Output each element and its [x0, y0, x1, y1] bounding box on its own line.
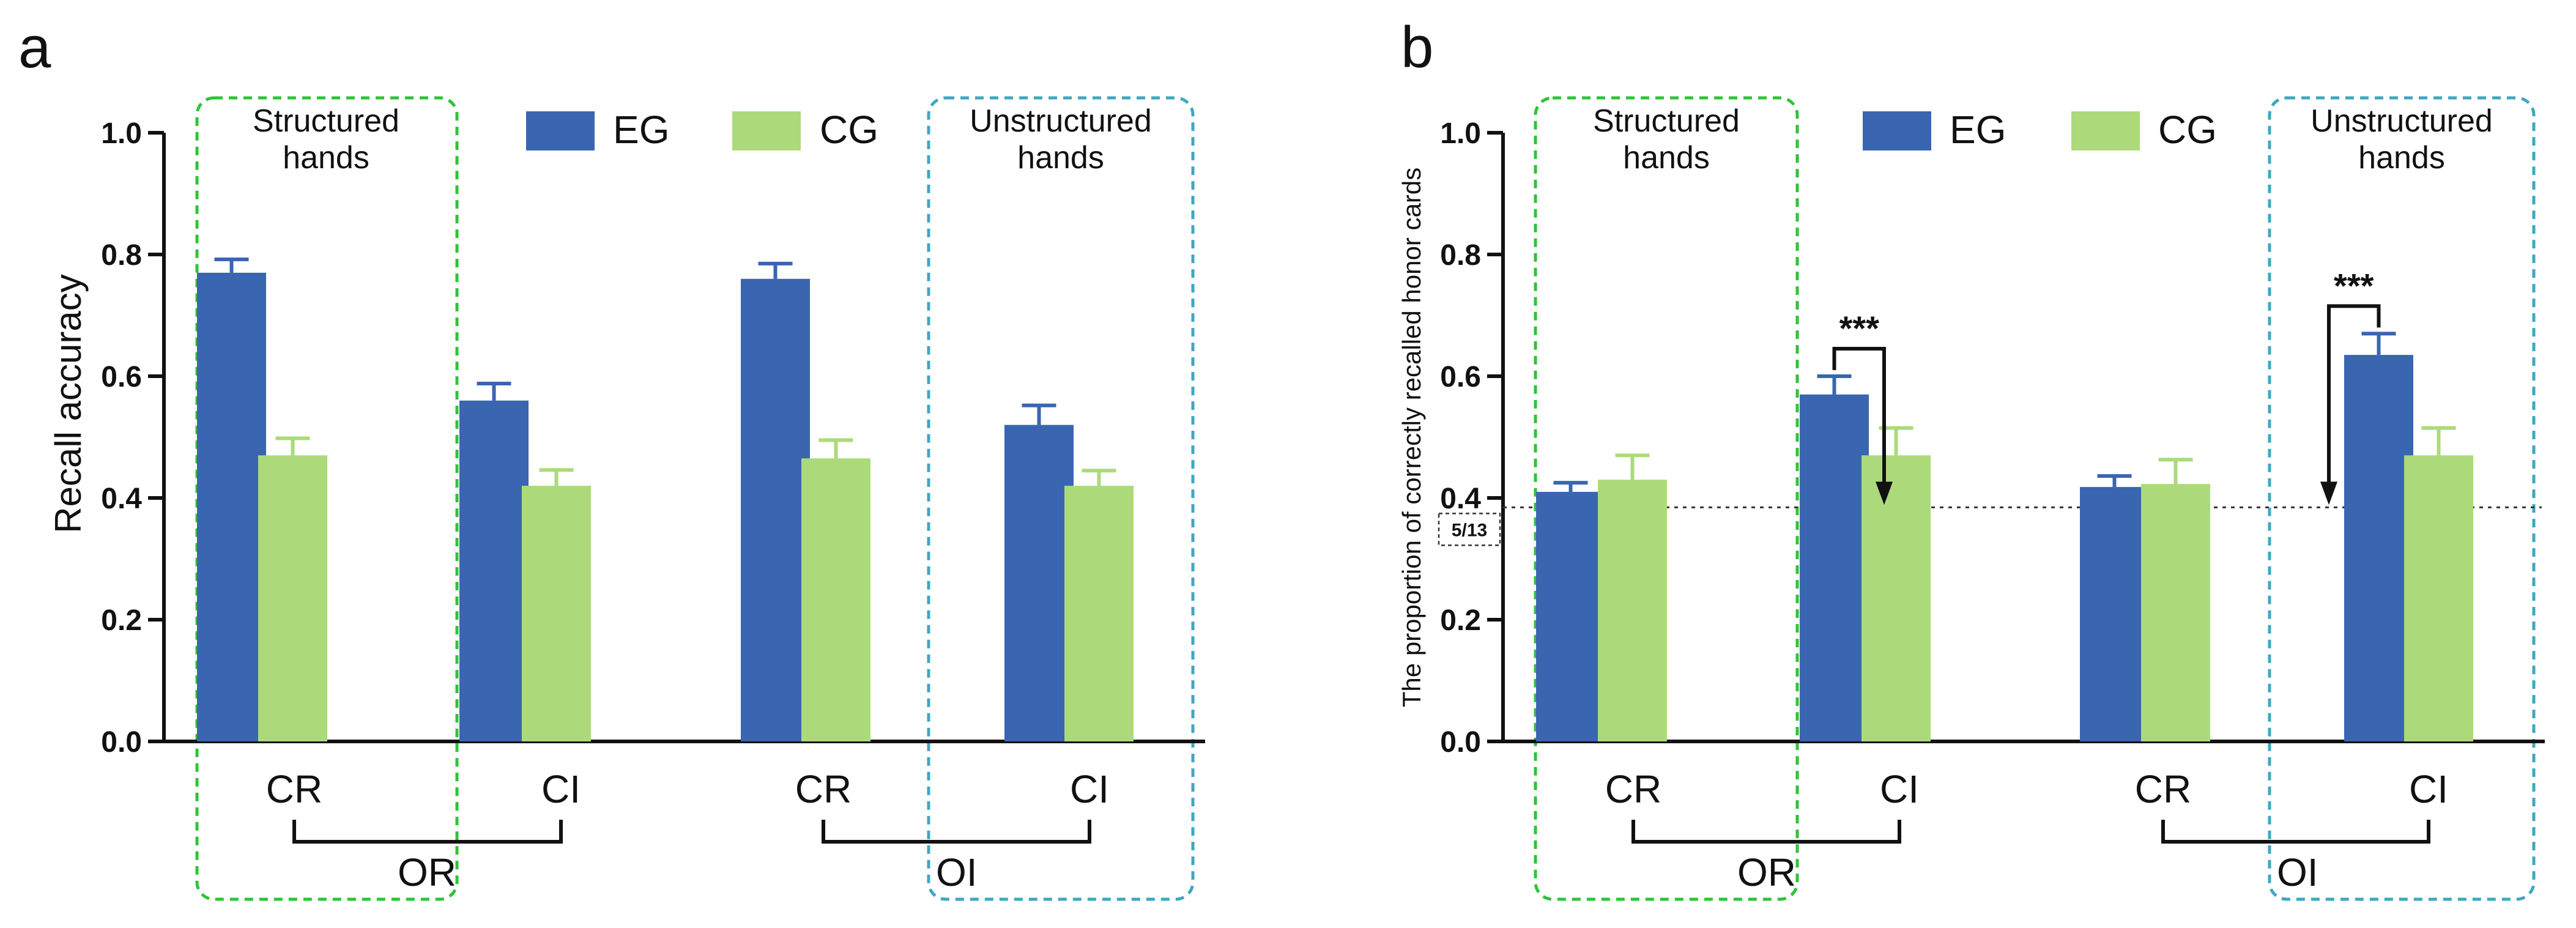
category-label-ci-oi: CI	[2409, 767, 2448, 811]
y-tick-label: 0.0	[101, 726, 142, 759]
reference-label: 5/13	[1452, 520, 1487, 540]
y-tick-label: 0.8	[1440, 239, 1481, 272]
bar-cg-1	[522, 486, 591, 741]
significance-bracket-0	[1832, 347, 1886, 483]
significance-bracket-1	[2327, 304, 2381, 483]
category-label-cr-oi: CR	[795, 767, 852, 811]
category-label-cr-or: CR	[1605, 767, 1661, 811]
panel-a: a Structured hands Unstructured hands EG…	[18, 15, 1205, 901]
y-tick-label: 0.6	[101, 361, 142, 393]
y-axis-label: Recall accuracy	[48, 274, 89, 533]
group-bracket-or	[1631, 820, 1901, 844]
category-label-ci-oi: CI	[1070, 767, 1109, 811]
legend-label-eg: EG	[1950, 108, 2006, 152]
y-tick-label: 0.2	[101, 604, 142, 637]
unstructured-box-label-line1: Unstructured	[970, 103, 1152, 139]
y-tick-label: 1.0	[1440, 117, 1481, 150]
bar-eg-3	[2344, 355, 2413, 741]
bar-eg-1	[459, 400, 529, 741]
legend-label-eg: EG	[613, 108, 669, 152]
structured-box-label-line1: Structured	[253, 103, 399, 139]
legend-swatch-eg	[1863, 111, 1931, 150]
legend-swatch-eg	[526, 111, 595, 150]
y-tick-label: 0.4	[101, 483, 142, 515]
unstructured-box-label-line2: hands	[2358, 140, 2445, 176]
category-label-ci-or: CI	[541, 767, 581, 811]
significance-stars-0: ***	[1839, 309, 1880, 347]
y-tick-label: 0.6	[1440, 361, 1481, 393]
reference-label-box	[1438, 513, 1501, 546]
bar-cg-0	[1598, 480, 1667, 741]
bar-cg-2	[2141, 484, 2210, 741]
category-label-cr-oi: CR	[2135, 767, 2191, 811]
unstructured-box-label-line2: hands	[1017, 140, 1104, 176]
structured-box-label-line1: Structured	[1593, 103, 1740, 139]
bar-eg-1	[1800, 394, 1869, 741]
legend-swatch-cg	[2071, 111, 2140, 150]
y-axis-label: The proportion of correctly recalled hon…	[1397, 168, 1426, 707]
unstructured-hands-box	[927, 96, 1195, 901]
bar-eg-0	[1536, 492, 1605, 741]
structured-box-label-line2: hands	[283, 140, 369, 176]
unstructured-box-label-line1: Unstructured	[2311, 103, 2493, 139]
group-bracket-or	[292, 820, 563, 844]
bar-cg-3	[2404, 455, 2473, 741]
legend-label-cg: CG	[2158, 108, 2217, 152]
panel-letter-a: a	[18, 15, 51, 80]
panel-letter-b: b	[1401, 15, 1433, 80]
y-tick-label: 0.2	[1440, 604, 1481, 637]
y-tick-label: 0.4	[1440, 483, 1481, 515]
bar-cg-0	[258, 455, 327, 741]
y-tick-label: 0.0	[1440, 726, 1481, 759]
y-tick-label: 1.0	[101, 117, 142, 150]
group-bracket-oi	[822, 820, 1091, 844]
bar-eg-0	[197, 272, 266, 742]
structured-hands-box	[1534, 96, 1799, 901]
bar-eg-2	[741, 278, 810, 741]
unstructured-hands-box	[2268, 96, 2536, 901]
significance-arrow-0	[1876, 481, 1893, 505]
y-tick-label: 0.8	[101, 239, 142, 272]
category-label-ci-or: CI	[1880, 767, 1919, 811]
category-label-cr-or: CR	[266, 767, 322, 811]
group-label-oi: OI	[2277, 850, 2318, 894]
group-label-oi: OI	[936, 850, 978, 894]
panel-b: b Structured hands Unstructured hands EG…	[1397, 15, 2545, 901]
group-bracket-oi	[2161, 820, 2430, 844]
bar-cg-1	[1861, 455, 1931, 741]
bar-eg-3	[1004, 425, 1074, 741]
bar-cg-3	[1064, 486, 1134, 741]
legend-label-cg: CG	[820, 108, 878, 152]
group-label-or: OR	[1737, 850, 1796, 894]
significance-stars-1: ***	[2334, 266, 2374, 305]
structured-box-label-line2: hands	[1623, 140, 1710, 176]
bar-eg-2	[2080, 487, 2149, 741]
significance-arrow-1	[2320, 481, 2337, 505]
group-label-or: OR	[398, 850, 456, 894]
legend-swatch-cg	[732, 111, 801, 150]
bar-cg-2	[801, 458, 870, 741]
structured-hands-box	[195, 96, 459, 901]
